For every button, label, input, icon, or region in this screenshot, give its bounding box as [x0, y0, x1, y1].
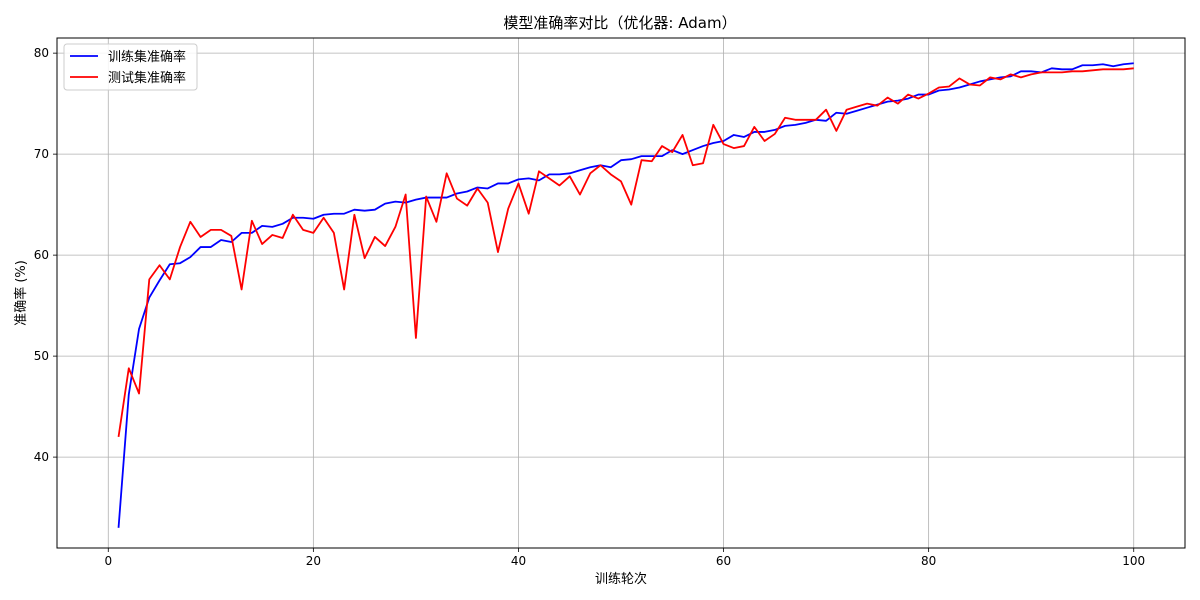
x-tick-label-40: 40 — [511, 554, 526, 568]
x-axis-title: 训练轮次 — [595, 571, 647, 587]
y-tick-label-70: 70 — [34, 147, 49, 161]
series-line-train — [117, 62, 1134, 528]
axis-ticks: 0 20 40 60 80 100 40 50 60 70 80 — [34, 46, 1145, 568]
legend-label-train: 训练集准确率 — [108, 49, 186, 65]
y-axis-title: 准确率 (%) — [13, 260, 29, 326]
plot-frame — [56, 37, 1186, 549]
y-tick-label-80: 80 — [34, 46, 49, 60]
chart-title: 模型准确率对比（优化器: Adam） — [503, 14, 736, 32]
x-tick-label-0: 0 — [104, 554, 112, 568]
x-tick-label-60: 60 — [716, 554, 731, 568]
y-tick-label-50: 50 — [34, 349, 49, 363]
x-tick-label-100: 100 — [1122, 554, 1145, 568]
grid-lines — [57, 38, 1185, 548]
y-tick-label-40: 40 — [34, 450, 49, 464]
y-tick-label-60: 60 — [34, 248, 49, 262]
x-tick-label-80: 80 — [921, 554, 936, 568]
series-lines — [117, 62, 1134, 528]
x-tick-label-20: 20 — [306, 554, 321, 568]
series-line-test — [117, 67, 1134, 438]
legend-label-test: 测试集准确率 — [108, 70, 186, 86]
